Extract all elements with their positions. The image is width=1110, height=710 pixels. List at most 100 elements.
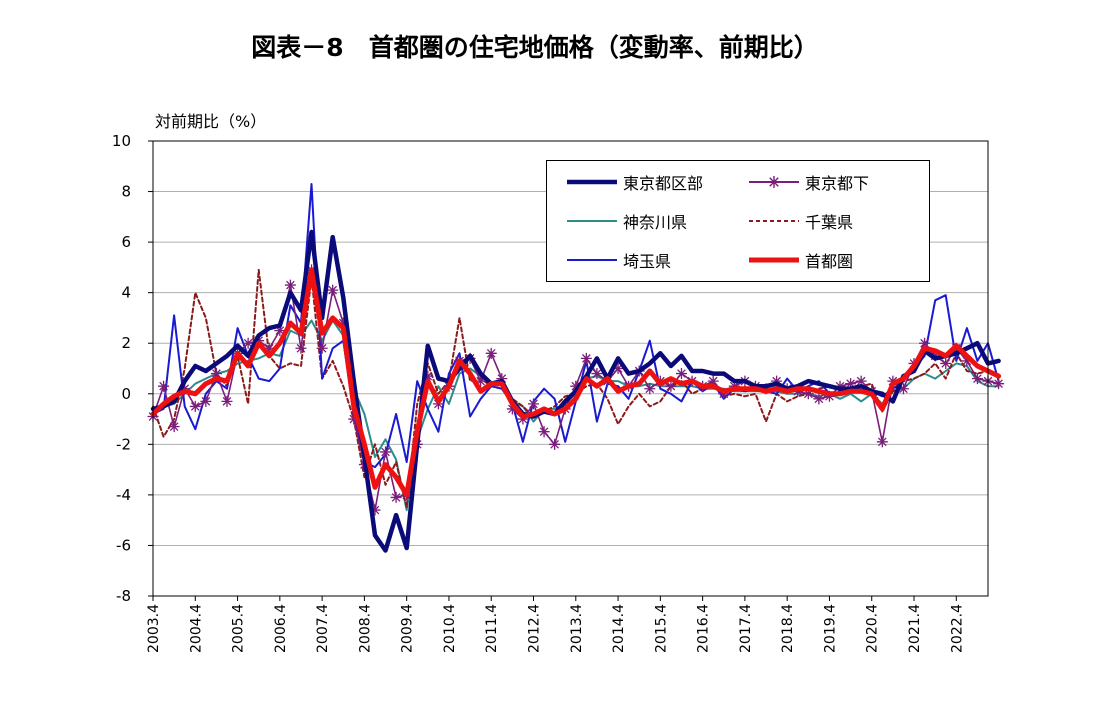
x-tick-label: 2016.4 xyxy=(696,604,712,653)
series-marker-2 xyxy=(475,375,487,387)
y-tick-label: 4 xyxy=(121,284,131,302)
legend-item: 首都圏 xyxy=(747,250,854,271)
legend-swatch xyxy=(749,220,799,222)
y-tick-label: -2 xyxy=(116,435,131,453)
x-tick-label: 2004.4 xyxy=(188,604,204,653)
x-tick-label: 2012.4 xyxy=(527,604,543,653)
series-marker-2 xyxy=(538,426,550,438)
x-tick-label: 2010.4 xyxy=(442,604,458,653)
series-marker-2 xyxy=(591,368,603,380)
legend-label: 東京都区部 xyxy=(623,174,704,193)
legend-swatch xyxy=(567,259,617,261)
legend-item: 千葉県 xyxy=(747,211,854,232)
series-marker-2 xyxy=(813,393,825,405)
x-tick-label: 2020.4 xyxy=(865,604,881,653)
legend-label: 首都圏 xyxy=(805,252,854,271)
series-marker-2 xyxy=(665,380,677,392)
series-marker-2 xyxy=(380,446,392,458)
series-marker-2 xyxy=(242,337,254,349)
y-tick-label: 8 xyxy=(121,183,131,201)
y-tick-label: 6 xyxy=(121,233,131,251)
y-tick-label: 2 xyxy=(121,334,131,352)
legend-swatch xyxy=(567,179,617,185)
series-marker-2 xyxy=(200,395,212,407)
x-tick-label: 2017.4 xyxy=(738,604,754,653)
x-tick-label: 2008.4 xyxy=(357,604,373,653)
axes: -8 -6 -4 -2 0 2 4 6 8 10 2003.4 2004.4 2005.4 2006.4 2… xyxy=(112,132,989,653)
series-marker-2 xyxy=(422,370,434,382)
series-marker-2 xyxy=(919,337,931,349)
series-marker-2 xyxy=(158,380,170,392)
series-marker-2 xyxy=(580,352,592,364)
x-tick-label: 2019.4 xyxy=(822,604,838,653)
series-marker-2 xyxy=(728,380,740,392)
series-marker-2 xyxy=(855,375,867,387)
series-lines xyxy=(147,183,1005,553)
series-marker-2 xyxy=(644,383,656,395)
y-tick-label: 0 xyxy=(121,385,131,403)
series-line-6 xyxy=(150,267,1002,498)
series-marker-2 xyxy=(834,380,846,392)
legend-swatch xyxy=(749,257,799,263)
series-marker-2 xyxy=(485,347,497,359)
series-marker-2 xyxy=(274,325,286,337)
x-tick-label: 2014.4 xyxy=(611,604,627,653)
series-marker-2 xyxy=(961,355,973,367)
y-tick-label: -4 xyxy=(116,486,131,504)
series-marker-2 xyxy=(210,368,222,380)
series-marker-2 xyxy=(369,504,381,516)
series-marker-2 xyxy=(675,368,687,380)
series-marker-2 xyxy=(940,357,952,369)
series-marker-2 xyxy=(570,380,582,392)
legend-item: 東京都区部 xyxy=(565,172,704,193)
series-marker-2 xyxy=(971,373,983,385)
x-tick-label: 2005.4 xyxy=(231,604,247,653)
series-marker-2 xyxy=(263,342,275,354)
series-marker-2 xyxy=(506,403,518,415)
x-tick-label: 2006.4 xyxy=(273,604,289,653)
legend-swatch-marker xyxy=(768,176,780,188)
series-marker-2 xyxy=(179,383,191,395)
x-tick-label: 2003.4 xyxy=(146,604,162,653)
series-marker-2 xyxy=(802,388,814,400)
series-marker-2 xyxy=(496,373,508,385)
legend-item: 埼玉県 xyxy=(565,250,671,271)
series-marker-2 xyxy=(707,375,719,387)
x-tick-label: 2021.4 xyxy=(907,604,923,653)
series-marker-2 xyxy=(876,436,888,448)
y-tick-label: 10 xyxy=(112,132,131,150)
series-marker-2 xyxy=(897,383,909,395)
legend-swatch xyxy=(567,220,617,222)
legend-label: 神奈川県 xyxy=(623,213,688,232)
legend-label: 東京都下 xyxy=(805,174,870,193)
series-marker-2 xyxy=(221,395,233,407)
y-axis-label: 対前期比（%） xyxy=(155,112,267,131)
series-marker-2 xyxy=(517,413,529,425)
series-marker-2 xyxy=(549,438,561,450)
legend-item: 東京都下 xyxy=(747,172,870,193)
series-marker-2 xyxy=(993,378,1005,390)
series-marker-2 xyxy=(253,335,265,347)
legend: 東京都区部 東京都下神奈川県 千葉県埼玉県 首都圏 xyxy=(546,160,930,282)
y-tick-label: -6 xyxy=(116,536,131,554)
series-marker-2 xyxy=(284,279,296,291)
x-tick-label: 2022.4 xyxy=(949,604,965,653)
series-line-1 xyxy=(150,229,1001,553)
plot-frame xyxy=(152,140,989,597)
series-marker-2 xyxy=(337,317,349,329)
series-marker-2 xyxy=(528,398,540,410)
series-marker-2 xyxy=(168,421,180,433)
x-tick-label: 2011.4 xyxy=(484,604,500,653)
x-tick-label: 2018.4 xyxy=(780,604,796,653)
series-marker-2 xyxy=(316,342,328,354)
series-marker-2 xyxy=(612,363,624,374)
y-tick-label: -8 xyxy=(116,587,131,605)
series-marker-2 xyxy=(327,284,339,296)
series-line-4 xyxy=(152,268,1000,509)
series-marker-2 xyxy=(845,378,857,390)
chart-title: 図表－8 首都圏の住宅地価格（変動率、前期比） xyxy=(251,33,819,62)
x-tick-label: 2013.4 xyxy=(569,604,585,653)
x-tick-label: 2007.4 xyxy=(315,604,331,653)
legend-label: 千葉県 xyxy=(805,213,854,232)
